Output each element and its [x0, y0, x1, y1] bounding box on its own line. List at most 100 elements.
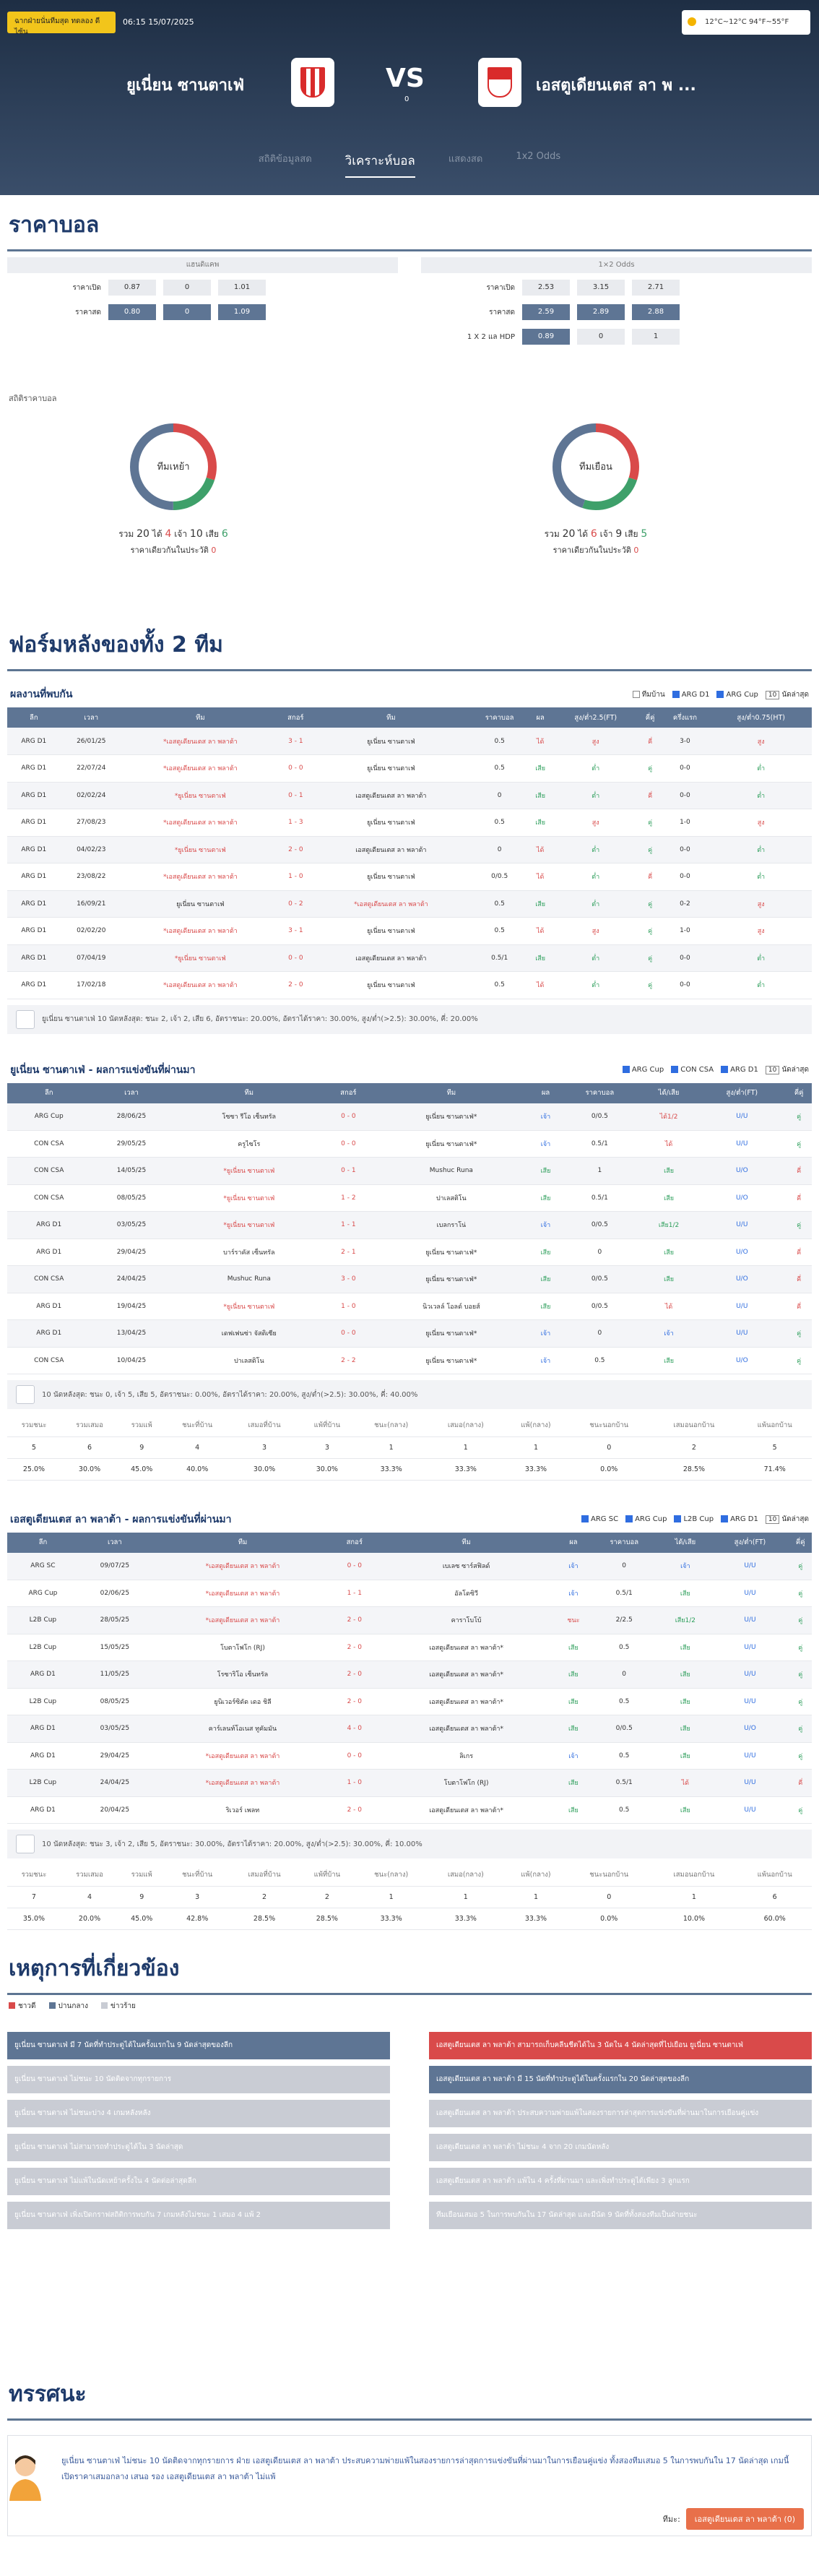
- tab-analysis[interactable]: วิเคราะห์บอล: [344, 151, 415, 178]
- table-row[interactable]: L2B Cup 08/05/25 ยูนิเวอร์ซิดัด เดอ ชิลี 2 …: [7, 1688, 812, 1715]
- team-cell[interactable]: โซซา รีโอ เซ็นทรัล: [172, 1103, 326, 1131]
- filter-arg-cup[interactable]: ARG Cup: [716, 690, 758, 699]
- team-cell[interactable]: เบเลซ ซาร์สฟิลด์: [374, 1552, 558, 1580]
- team-cell[interactable]: ริเวอร์ เพลท: [150, 1796, 335, 1824]
- related-event[interactable]: ยูเนี่ยน ซานตาเฟ่ มี 7 นัดที่ทำประตูได้ใ…: [7, 2031, 390, 2059]
- team-cell[interactable]: เอสตูเดียนเตส ลา พลาต้า: [312, 782, 469, 809]
- table-row[interactable]: L2B Cup 28/05/25 *เอสตูเดียนเตส ลา พลาต้า 2…: [7, 1606, 812, 1634]
- 1x2-odds-value[interactable]: 2.89: [577, 304, 625, 320]
- team-cell[interactable]: *ยูเนี่ยน ซานตาเฟ่: [121, 782, 279, 809]
- team-cell[interactable]: เอสตูเดียนเตส ลา พลาต้า*: [374, 1688, 558, 1715]
- away-count-select[interactable]: 10 นัดล่าสุด: [765, 1514, 809, 1525]
- 1x2-odds-value[interactable]: 3.15: [577, 280, 625, 296]
- team-cell[interactable]: ปาเลสติโน: [370, 1184, 532, 1212]
- team-cell[interactable]: *เอสตูเดียนเตส ลา พลาต้า: [121, 971, 279, 999]
- team-cell[interactable]: *ยูเนี่ยน ซานตาเฟ่: [172, 1157, 326, 1185]
- table-row[interactable]: ARG Cup 28/06/25 โซซา รีโอ เซ็นทรัล 0 - 0 ยู…: [7, 1103, 812, 1131]
- team-cell[interactable]: ลิเกร: [374, 1742, 558, 1770]
- table-row[interactable]: CON CSA 10/04/25 ปาเลสติโน 2 - 2 ยูเนี่ยน ซา…: [7, 1347, 812, 1374]
- team-cell[interactable]: *เอสตูเดียนเตส ลา พลาต้า: [150, 1606, 335, 1634]
- handicap-odds-value[interactable]: 0.87: [108, 280, 156, 296]
- related-event[interactable]: เอสตูเดียนเตส ลา พลาต้า ประสบความพ่ายแพ้…: [429, 2099, 812, 2127]
- team-cell[interactable]: นิวเวลล์ โอลด์ บอยส์: [370, 1293, 532, 1320]
- team-cell[interactable]: อัลโดซิวี: [374, 1580, 558, 1607]
- team-cell[interactable]: ยูเนี่ยน ซานตาเฟ่*: [370, 1239, 532, 1266]
- 1x2-odds-value[interactable]: 2.71: [632, 280, 680, 296]
- team-cell[interactable]: โบตาโฟโก (RJ): [374, 1769, 558, 1797]
- team-cell[interactable]: *เอสตูเดียนเตส ลา พลาต้า: [312, 890, 469, 918]
- filter-arg-d1[interactable]: ARG D1: [672, 690, 709, 699]
- table-row[interactable]: ARG D1 26/01/25 *เอสตูเดียนเตส ลา พลาต้า 3 …: [7, 728, 812, 755]
- team-cell[interactable]: บาร์ราคัส เซ็นทรัล: [172, 1239, 326, 1266]
- team-cell[interactable]: ยูเนี่ยน ซานตาเฟ่: [312, 809, 469, 837]
- team-cell[interactable]: ยูเนี่ยน ซานตาเฟ่: [312, 863, 469, 891]
- 1x2-odds-value[interactable]: 2.53: [522, 280, 570, 296]
- 1x2-odds-value[interactable]: 0: [577, 329, 625, 345]
- related-event[interactable]: ยูเนี่ยน ซานตาเฟ่ ไม่ชนะบ่าง 4 เกมหลังหล…: [7, 2099, 390, 2127]
- related-event[interactable]: ยูเนี่ยน ซานตาเฟ่ เพิ่งเปิดกราฟสถิติการพ…: [7, 2201, 390, 2229]
- table-row[interactable]: ARG D1 11/05/25 โรซาริโอ เซ็นทรัล 2 - 0 เอสต…: [7, 1660, 812, 1689]
- related-event[interactable]: ยูเนี่ยน ซานตาเฟ่ ไม่สามารถทำประตูได้ใน …: [7, 2133, 390, 2161]
- table-row[interactable]: ARG D1 13/04/25 เดฟเฟนซ่า จัสติเซีย 0 - 0 ยู…: [7, 1319, 812, 1348]
- filter-con-csa[interactable]: CON CSA: [671, 1066, 714, 1074]
- team-cell[interactable]: ยูเนี่ยน ซานตาเฟ่: [312, 728, 469, 755]
- team-cell[interactable]: ยูเนี่ยน ซานตาเฟ่: [312, 917, 469, 945]
- tab-live-stats[interactable]: สถิติข้อมูลสด: [258, 154, 312, 165]
- table-row[interactable]: ARG D1 03/05/25 *ยูเนี่ยน ซานตาเฟ่ 1 - 1 เบล…: [7, 1211, 812, 1239]
- team-cell[interactable]: ยูเนี่ยน ซานตาเฟ่: [121, 890, 279, 918]
- table-row[interactable]: L2B Cup 15/05/25 โบตาโฟโก (RJ) 2 - 0 เอสตูเด…: [7, 1634, 812, 1661]
- team-cell[interactable]: ปาเลสติโน: [172, 1347, 326, 1374]
- filter-arg-cup[interactable]: ARG Cup: [622, 1066, 664, 1074]
- table-row[interactable]: ARG D1 04/02/23 *ยูเนี่ยน ซานตาเฟ่ 2 - 0 เอส…: [7, 836, 812, 863]
- team-cell[interactable]: ยูเนี่ยน ซานตาเฟ่*: [370, 1347, 532, 1374]
- team-cell[interactable]: Mushuc Runa: [172, 1265, 326, 1293]
- table-row[interactable]: ARG D1 02/02/20 *เอสตูเดียนเตส ลา พลาต้า 3 …: [7, 917, 812, 945]
- filter-arg-cup[interactable]: ARG Cup: [625, 1515, 667, 1523]
- team-cell[interactable]: โรซาริโอ เซ็นทรัล: [150, 1660, 335, 1689]
- h2h-count-select[interactable]: 10 นัดล่าสุด: [765, 689, 809, 700]
- team-cell[interactable]: *ยูเนี่ยน ซานตาเฟ่: [172, 1293, 326, 1320]
- team-cell[interactable]: ยูเนี่ยน ซานตาเฟ่*: [370, 1103, 532, 1131]
- tab-live[interactable]: แสดงสด: [448, 154, 483, 165]
- 1x2-odds-value[interactable]: 2.59: [522, 304, 570, 320]
- team-cell[interactable]: เดฟเฟนซ่า จัสติเซีย: [172, 1319, 326, 1348]
- team-cell[interactable]: *เอสตูเดียนเตส ลา พลาต้า: [150, 1769, 335, 1797]
- handicap-odds-value[interactable]: 0: [163, 304, 211, 320]
- table-row[interactable]: ARG D1 03/05/25 คาร์เลนท์โอเนส ทูคัมมัน 4 -…: [7, 1715, 812, 1743]
- team-cell[interactable]: *เอสตูเดียนเตส ลา พลาต้า: [150, 1742, 335, 1770]
- team-cell[interactable]: คาร์เลนท์โอเนส ทูคัมมัน: [150, 1715, 335, 1743]
- table-row[interactable]: ARG D1 23/08/22 *เอสตูเดียนเตส ลา พลาต้า 1 …: [7, 863, 812, 891]
- related-event[interactable]: ยูเนี่ยน ซานตาเฟ่ ไม่ชนะ 10 นัดติดจากทุก…: [7, 2065, 390, 2093]
- table-row[interactable]: ARG D1 19/04/25 *ยูเนี่ยน ซานตาเฟ่ 1 - 0 นิว…: [7, 1293, 812, 1320]
- team-cell[interactable]: คาราโบโบ้: [374, 1606, 558, 1634]
- team-cell[interactable]: *เอสตูเดียนเตส ลา พลาต้า: [121, 809, 279, 837]
- team-cell[interactable]: ยูเนี่ยน ซานตาเฟ่: [312, 754, 469, 783]
- filter-home[interactable]: ทีมบ้าน: [632, 689, 665, 700]
- table-row[interactable]: CON CSA 24/04/25 Mushuc Runa 3 - 0 ยูเนี่ยน …: [7, 1265, 812, 1293]
- 1x2-odds-value[interactable]: 0.89: [522, 329, 570, 345]
- 1x2-odds-value[interactable]: 2.88: [632, 304, 680, 320]
- 1x2-odds-value[interactable]: 1: [632, 329, 680, 345]
- related-event[interactable]: ยูเนี่ยน ซานตาเฟ่ ไม่แพ้ในนัดเหย้าครั้งใ…: [7, 2167, 390, 2195]
- team-cell[interactable]: Mushuc Runa: [370, 1157, 532, 1185]
- table-row[interactable]: ARG D1 02/02/24 *ยูเนี่ยน ซานตาเฟ่ 0 - 1 เอส…: [7, 782, 812, 809]
- table-row[interactable]: ARG D1 22/07/24 *เอสตูเดียนเตส ลา พลาต้า 0 …: [7, 754, 812, 783]
- team-cell[interactable]: ยูเนี่ยน ซานตาเฟ่*: [370, 1265, 532, 1293]
- home-count-select[interactable]: 10 นัดล่าสุด: [765, 1064, 809, 1075]
- team-cell[interactable]: เอสตูเดียนเตส ลา พลาต้า*: [374, 1796, 558, 1824]
- away-team-name[interactable]: เอสตูเดียนเตส ลา พ ...: [536, 77, 696, 95]
- team-cell[interactable]: *ยูเนี่ยน ซานตาเฟ่: [121, 836, 279, 863]
- table-row[interactable]: ARG D1 20/04/25 ริเวอร์ เพลท 2 - 0 เอสตูเดีย…: [7, 1796, 812, 1824]
- team-cell[interactable]: *ยูเนี่ยน ซานตาเฟ่: [172, 1184, 326, 1212]
- away-team-logo[interactable]: [478, 58, 521, 107]
- table-row[interactable]: CON CSA 14/05/25 *ยูเนี่ยน ซานตาเฟ่ 0 - 1 Mu…: [7, 1157, 812, 1185]
- table-row[interactable]: CON CSA 08/05/25 *ยูเนี่ยน ซานตาเฟ่ 1 - 2 ปา…: [7, 1184, 812, 1212]
- handicap-odds-value[interactable]: 1.01: [218, 280, 266, 296]
- filter-l2b-cup[interactable]: L2B Cup: [674, 1515, 714, 1523]
- team-cell[interactable]: *ยูเนี่ยน ซานตาเฟ่: [172, 1211, 326, 1239]
- pick-button[interactable]: เอสตูเดียนเตส ลา พลาต้า (0): [685, 2507, 804, 2530]
- home-team-logo[interactable]: [291, 58, 334, 107]
- related-event[interactable]: เอสตูเดียนเตส ลา พลาต้า แพ้ใน 4 ครั้งที่…: [429, 2167, 812, 2195]
- handicap-odds-value[interactable]: 0: [163, 280, 211, 296]
- team-cell[interactable]: ยูเนี่ยน ซานตาเฟ่*: [370, 1130, 532, 1158]
